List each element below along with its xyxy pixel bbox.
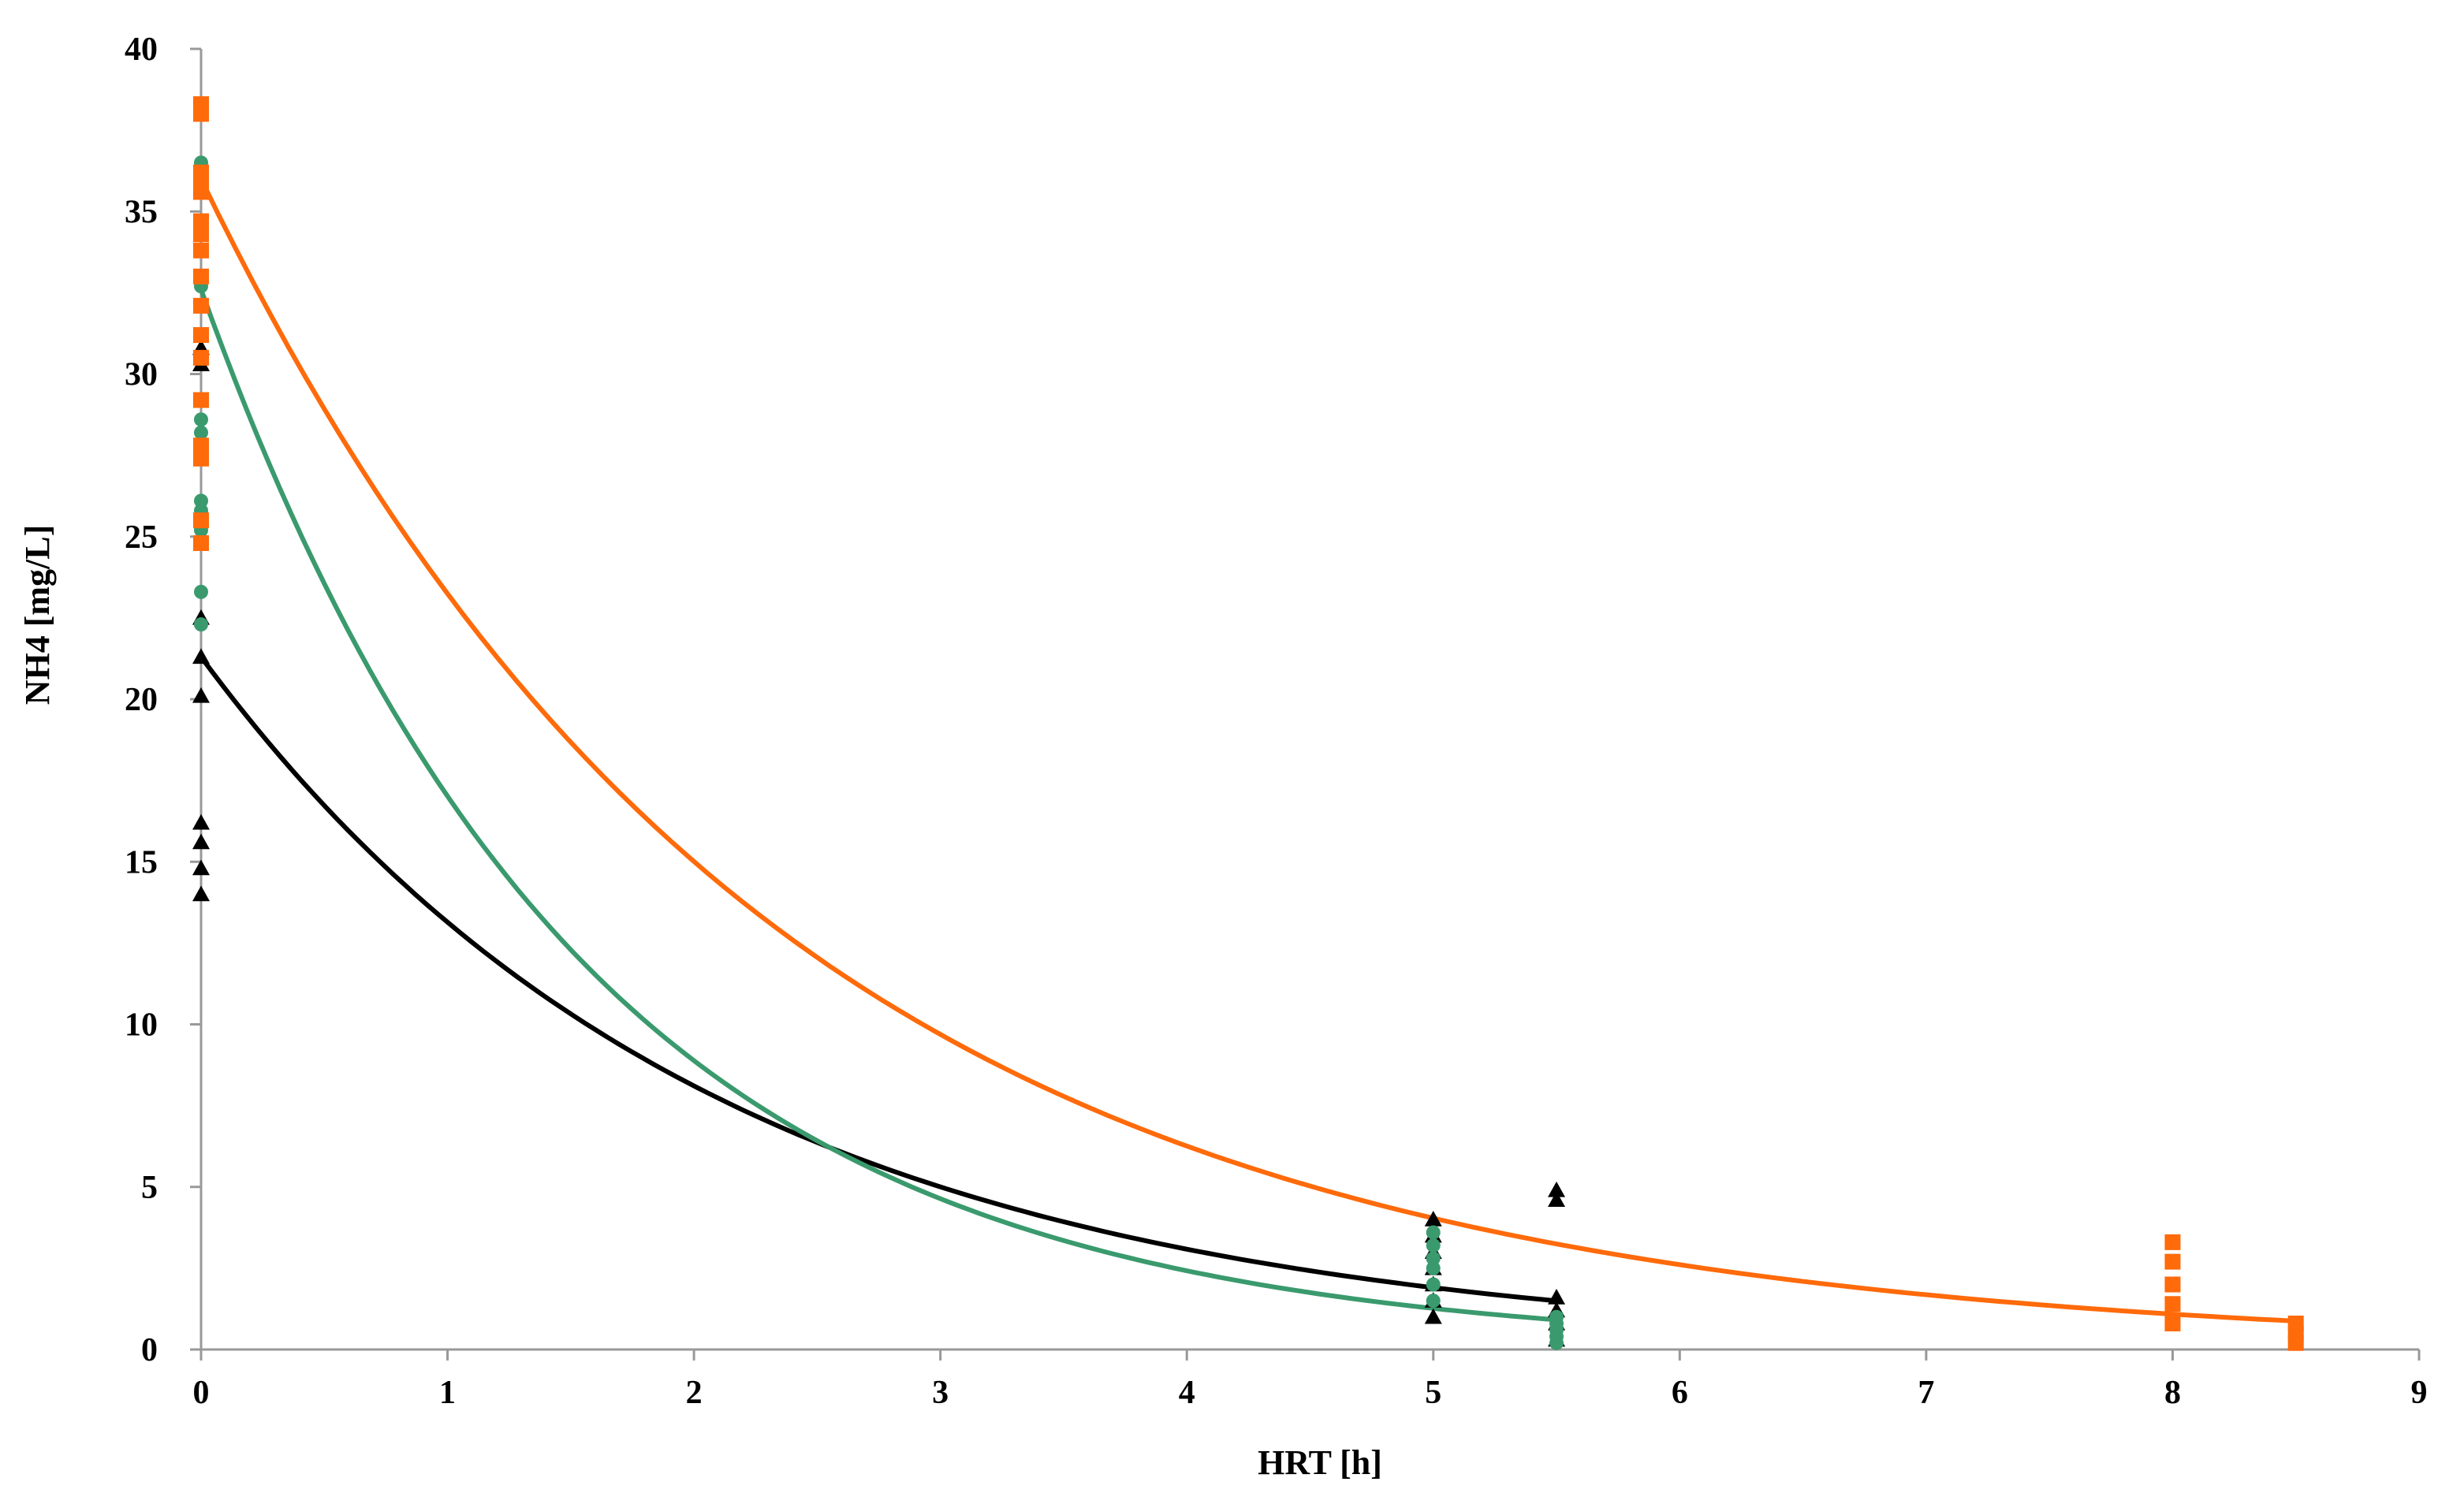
y-tick-label: 35 (125, 194, 158, 230)
square-marker (193, 450, 209, 467)
circle-marker (194, 412, 208, 427)
square-marker (2164, 1316, 2181, 1331)
circle-marker (1426, 1277, 1441, 1292)
y-tick-label: 30 (125, 357, 158, 393)
x-tick-label: 3 (932, 1375, 949, 1411)
square-marker (193, 297, 209, 314)
trend-line-series-3 (199, 177, 2296, 1323)
square-marker (193, 535, 209, 551)
y-tick-label: 25 (125, 519, 158, 556)
circle-marker (1426, 1225, 1441, 1240)
tick-labels: 0 1 2 3 4 5 6 7 8 9 0 5 10 15 20 25 30 35 40 (125, 32, 2428, 1411)
x-tick-label: 2 (686, 1375, 703, 1411)
triangle-marker (192, 859, 210, 876)
circle-marker (194, 584, 208, 599)
square-marker (193, 213, 209, 229)
square-marker (193, 327, 209, 343)
circle-marker (1426, 1251, 1441, 1266)
x-tick-label: 4 (1179, 1375, 1195, 1411)
y-tick-label: 5 (141, 1170, 158, 1206)
square-marker (193, 226, 209, 243)
trend-line-series-2 (199, 289, 1557, 1323)
triangle-marker (192, 648, 210, 665)
square-marker (193, 392, 209, 408)
data-points (192, 96, 2304, 1351)
x-tick-label: 7 (1918, 1375, 1934, 1411)
triangle-marker (1424, 1211, 1442, 1227)
triangle-marker (1424, 1308, 1442, 1324)
square-marker (193, 96, 209, 113)
square-marker (193, 437, 209, 454)
square-marker (193, 512, 209, 529)
x-axis-title: HRT [h] (1258, 1443, 1382, 1482)
x-tick-label: 6 (1672, 1375, 1688, 1411)
square-marker (2164, 1234, 2181, 1250)
circle-marker (1549, 1309, 1564, 1324)
y-tick-label: 20 (125, 682, 158, 718)
square-marker (193, 349, 209, 366)
x-tick-label: 0 (193, 1375, 210, 1411)
square-marker (193, 268, 209, 285)
y-tick-label: 15 (125, 844, 158, 880)
triangle-marker (1548, 1289, 1566, 1305)
triangle-marker (192, 833, 210, 850)
circle-marker (1426, 1294, 1441, 1309)
x-tick-label: 9 (2411, 1375, 2428, 1411)
square-marker (2164, 1276, 2181, 1293)
square-marker (2287, 1316, 2304, 1331)
triangle-marker (192, 885, 210, 902)
circle-marker (194, 425, 208, 440)
circle-marker (194, 617, 208, 632)
x-tick-label: 8 (2164, 1375, 2181, 1411)
trend-lines (199, 177, 2296, 1323)
y-tick-label: 40 (125, 32, 158, 68)
y-tick-label: 0 (141, 1332, 158, 1368)
x-tick-label: 1 (439, 1375, 456, 1411)
square-marker (2164, 1253, 2181, 1270)
y-axis-title: NH4 [mg/L] (18, 525, 57, 705)
circle-marker (194, 493, 208, 508)
x-tick-label: 5 (1425, 1375, 1441, 1411)
circle-marker (1426, 1260, 1441, 1275)
trend-line-series-1 (199, 655, 1557, 1304)
triangle-marker (1548, 1191, 1566, 1208)
square-marker (2164, 1296, 2181, 1312)
circle-marker (1426, 1238, 1441, 1253)
square-marker (193, 164, 209, 181)
triangle-marker (192, 813, 210, 830)
triangle-marker (192, 687, 210, 703)
axes (190, 47, 2421, 1361)
square-marker (193, 242, 209, 259)
y-tick-label: 10 (125, 1007, 158, 1044)
triangle-marker (1548, 1181, 1566, 1197)
